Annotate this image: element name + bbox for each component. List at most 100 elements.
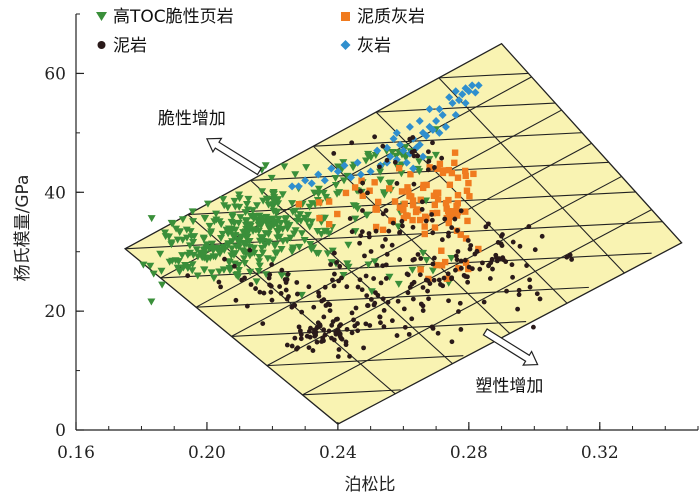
- data-point: [451, 111, 460, 120]
- data-point: [146, 262, 155, 270]
- data-point: [415, 252, 421, 257]
- data-point: [231, 232, 240, 240]
- data-point: [209, 247, 218, 255]
- data-point: [381, 307, 387, 313]
- data-point: [356, 170, 365, 179]
- data-point: [451, 159, 458, 167]
- data-point: [147, 298, 156, 306]
- data-point: [224, 230, 233, 238]
- data-point: [472, 251, 478, 257]
- data-point: [255, 254, 264, 262]
- data-point: [302, 164, 311, 172]
- data-point: [320, 214, 329, 222]
- data-point: [334, 260, 340, 265]
- data-point: [234, 261, 243, 269]
- data-point: [306, 241, 315, 249]
- data-point: [395, 164, 403, 172]
- data-point: [363, 211, 372, 219]
- data-point: [271, 241, 280, 249]
- data-point: [297, 291, 306, 299]
- data-point: [435, 105, 444, 114]
- data-point: [386, 228, 392, 234]
- data-point: [367, 288, 376, 296]
- data-point: [283, 225, 292, 233]
- data-point: [461, 272, 467, 278]
- data-point: [441, 122, 450, 131]
- data-point: [526, 224, 532, 229]
- data-point: [320, 227, 329, 235]
- data-point: [212, 216, 221, 224]
- data-point: [383, 262, 389, 268]
- data-point: [455, 249, 461, 254]
- data-point: [465, 279, 471, 285]
- data-point: [349, 164, 358, 172]
- data-point: [231, 250, 240, 258]
- data-point: [344, 326, 350, 332]
- grid-line: [438, 77, 625, 274]
- data-point: [404, 212, 411, 220]
- data-point: [343, 260, 352, 268]
- data-point: [264, 216, 273, 224]
- data-point: [422, 197, 431, 205]
- data-point: [464, 87, 473, 96]
- grid-line: [125, 218, 682, 250]
- data-point: [294, 182, 303, 191]
- data-point: [458, 327, 464, 332]
- data-point: [380, 191, 389, 199]
- legend-item-mudstone: 泥岩: [97, 36, 147, 56]
- data-point: [332, 271, 337, 277]
- data-point: [449, 275, 455, 281]
- data-point: [292, 335, 298, 341]
- grid-line: [376, 101, 573, 113]
- data-point: [569, 257, 575, 262]
- data-point: [430, 261, 436, 267]
- data-point: [383, 208, 389, 213]
- data-point: [231, 203, 240, 211]
- data-point: [423, 218, 429, 224]
- data-point: [407, 171, 414, 178]
- data-point: [252, 226, 261, 234]
- data-point: [436, 277, 442, 283]
- data-point: [378, 280, 384, 286]
- data-point: [343, 172, 352, 180]
- x-tick-label: 0.28: [450, 443, 488, 463]
- data-point: [278, 191, 287, 199]
- data-point: [419, 152, 428, 161]
- data-point: [329, 322, 335, 328]
- data-point: [499, 243, 505, 249]
- data-point: [314, 339, 320, 345]
- data-point: [185, 242, 194, 250]
- data-point: [454, 191, 462, 199]
- data-point: [425, 167, 431, 173]
- data-point: [235, 195, 244, 203]
- data-point: [392, 152, 401, 160]
- data-point: [377, 314, 383, 320]
- data-point: [504, 288, 509, 294]
- data-point: [509, 262, 515, 268]
- data-point: [516, 287, 522, 293]
- data-point: [253, 286, 258, 291]
- data-point: [320, 176, 329, 185]
- data-point: [490, 266, 495, 272]
- data-point: [200, 266, 209, 274]
- data-point: [389, 242, 395, 248]
- legend: 高TOC脆性页岩 泥质灰岩 泥岩 灰岩: [96, 7, 425, 56]
- data-point: [430, 326, 436, 331]
- data-point: [480, 260, 485, 266]
- diamond-marker-icon: [340, 40, 351, 50]
- data-point: [261, 162, 270, 170]
- data-point: [410, 257, 416, 263]
- data-point: [280, 163, 289, 171]
- data-point: [246, 268, 255, 276]
- data-point: [357, 240, 363, 246]
- grid-line: [266, 355, 464, 367]
- data-point: [462, 167, 469, 175]
- data-point: [182, 234, 191, 242]
- data-point: [419, 249, 428, 257]
- series-0: [139, 126, 456, 306]
- data-point: [312, 333, 318, 339]
- data-point: [367, 323, 373, 328]
- data-point: [474, 81, 483, 90]
- data-point: [178, 236, 187, 244]
- data-point: [234, 219, 243, 227]
